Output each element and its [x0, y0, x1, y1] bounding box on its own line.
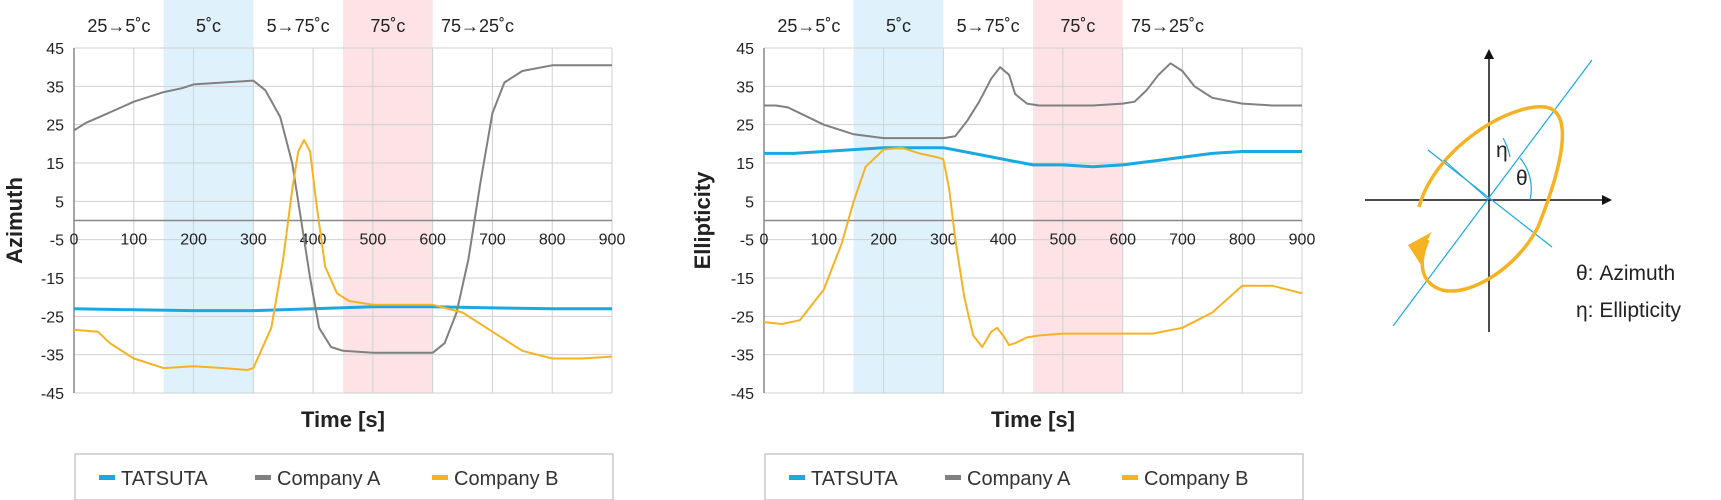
eta-ref-line [1443, 159, 1490, 201]
legend-entry: TATSUTA [121, 468, 208, 490]
phase-label: 75˚c [370, 16, 405, 36]
x-tick-label: 300 [240, 232, 267, 249]
series-line-company-a [73, 64, 612, 354]
phase-label: 5→75˚c [957, 16, 1020, 36]
y-tick-label: 25 [736, 118, 754, 135]
y-tick-label: 45 [736, 41, 754, 58]
eta-symbol: η [1496, 139, 1508, 162]
x-tick-label: 500 [1050, 232, 1077, 249]
x-axis-arrow-icon [1602, 195, 1612, 205]
x-tick-label: 100 [810, 232, 837, 249]
phase-label: 25→5˚c [777, 16, 840, 36]
series-line-company-b [73, 139, 613, 371]
x-tick-label: 700 [479, 232, 506, 249]
x-tick-label: 600 [419, 232, 446, 249]
x-tick-label: 0 [760, 232, 769, 249]
y-tick-label: 5 [745, 194, 754, 211]
phase-label: 75˚c [1060, 16, 1095, 36]
legend-swatch [945, 475, 961, 480]
eta-arc [1502, 137, 1511, 158]
x-tick-label: 100 [120, 232, 147, 249]
x-tick-label: 700 [1169, 232, 1196, 249]
x-tick-label: 900 [599, 232, 626, 249]
legend-box [764, 453, 1304, 500]
azimuth-note: θ: Azimuth [1576, 262, 1675, 285]
phase-label: 25→5˚c [87, 16, 150, 36]
series-line-tatsuta [764, 146, 1302, 169]
y-axis-title: Ellipticity [690, 171, 715, 270]
phase-band [1033, 0, 1123, 393]
phase-label: 5˚c [886, 16, 911, 36]
y-tick-label: 45 [46, 41, 64, 58]
legend-entry: Company B [1144, 468, 1249, 490]
legend-entry: Company B [454, 468, 559, 490]
phase-band [853, 0, 944, 393]
polarization-ellipse [1417, 105, 1565, 293]
y-tick-label: 5 [55, 194, 64, 211]
phase-label: 5→75˚c [267, 16, 330, 36]
rotation-arrow-icon [1408, 232, 1432, 265]
x-axis-title: Time [s] [301, 407, 385, 432]
series-line-company-b [763, 146, 1303, 348]
y-tick-label: -35 [41, 348, 64, 365]
y-tick-label: -45 [41, 386, 64, 403]
y-tick-label: -35 [731, 348, 754, 365]
legend-swatch [432, 475, 448, 480]
y-tick-label: 25 [46, 118, 64, 135]
x-tick-label: 800 [539, 232, 566, 249]
ellipticity-note: η: Ellipticity [1576, 299, 1682, 322]
legend-box [74, 453, 614, 500]
y-tick-label: 35 [736, 79, 754, 96]
x-tick-label: 200 [870, 232, 897, 249]
y-tick-label: 15 [736, 156, 754, 173]
series-line-tatsuta [73, 305, 612, 313]
theta-arc [1519, 157, 1532, 201]
x-tick-label: 200 [180, 232, 207, 249]
phase-label: 5˚c [196, 16, 221, 36]
legend-swatch [255, 475, 271, 480]
ellipticity-chart: 45 35 25 15 5 -5 -15 -25 -35 -45 0 100 200 300 400 500 6… [690, 0, 1315, 500]
x-tick-label: 900 [1289, 232, 1316, 249]
y-tick-label: -45 [731, 386, 754, 403]
y-tick-label: -5 [50, 233, 64, 250]
y-tick-label: -25 [731, 309, 754, 326]
legend-entry: Company A [277, 468, 381, 490]
legend: TATSUTA Company A Company B [74, 453, 614, 500]
y-axis-title: Azimuth [2, 177, 27, 264]
polarization-diagram: η θ θ: Azimuth η: Ellipticity [1365, 49, 1682, 332]
x-tick-label: 500 [360, 232, 387, 249]
legend-swatch [789, 475, 805, 480]
phase-band [343, 0, 433, 393]
x-tick-label: 800 [1229, 232, 1256, 249]
y-tick-label: 15 [46, 156, 64, 173]
legend: TATSUTA Company A Company B [764, 453, 1304, 500]
x-axis-title: Time [s] [991, 407, 1075, 432]
theta-symbol: θ [1516, 167, 1528, 190]
minor-axis-line [1427, 149, 1553, 248]
y-tick-label: 35 [46, 79, 64, 96]
legend-entry: TATSUTA [811, 468, 898, 490]
legend-entry: Company A [967, 468, 1071, 490]
y-axis-arrow-icon [1484, 49, 1494, 59]
x-tick-label: 600 [1109, 232, 1136, 249]
y-tick-label: -15 [731, 271, 754, 288]
series-line-company-a [764, 62, 1302, 140]
phase-band [163, 0, 254, 393]
x-tick-label: 300 [930, 232, 957, 249]
major-axis-line [1392, 59, 1593, 327]
y-tick-label: -25 [41, 309, 64, 326]
legend-swatch [99, 475, 115, 480]
phase-label: 75→25˚c [441, 16, 514, 36]
legend-swatch [1122, 475, 1138, 480]
y-tick-label: -15 [41, 271, 64, 288]
x-tick-label: 400 [990, 232, 1017, 249]
x-tick-label: 0 [70, 232, 79, 249]
phase-label: 75→25˚c [1131, 16, 1204, 36]
y-tick-label: -5 [740, 233, 754, 250]
